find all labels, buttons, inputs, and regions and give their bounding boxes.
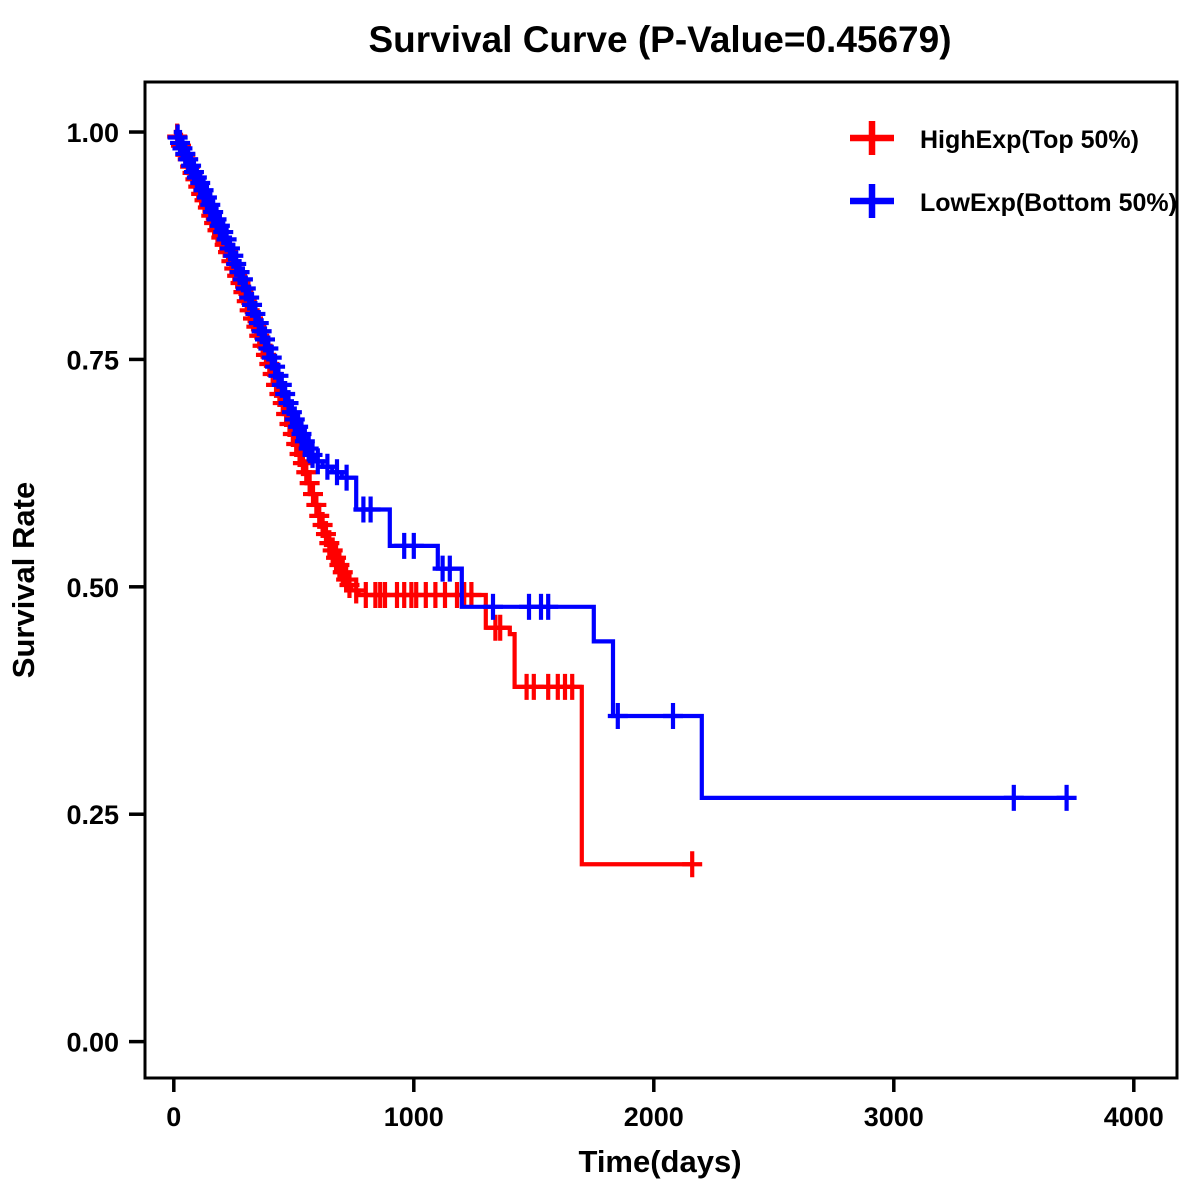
plot-frame-rect xyxy=(143,80,1179,1080)
series-container xyxy=(167,123,1077,878)
legend-entry-label: HighExp(Top 50%) xyxy=(920,126,1139,154)
x-tick-label: 1000 xyxy=(384,1102,444,1132)
y-tick-label: 0.50 xyxy=(66,573,119,603)
legend-entry-label: LowExp(Bottom 50%) xyxy=(920,189,1177,217)
plot-frame xyxy=(143,80,1179,1080)
x-tick-label: 2000 xyxy=(624,1102,684,1132)
y-axis-ticks: 0.00 0.25 0.50 0.75 1.00 xyxy=(66,118,145,1058)
legend: HighExp(Top 50%) LowExp(Bottom 50%) xyxy=(850,121,1177,218)
km-series xyxy=(167,124,1077,811)
x-axis-ticks: 0 1000 2000 3000 4000 xyxy=(166,1078,1164,1132)
legend-entry[interactable]: LowExp(Bottom 50%) xyxy=(850,184,1177,218)
x-axis-label: Time(days) xyxy=(578,1144,741,1179)
y-tick-label: 0.75 xyxy=(66,345,119,375)
legend-entry[interactable]: HighExp(Top 50%) xyxy=(850,121,1139,155)
x-tick-label: 3000 xyxy=(864,1102,924,1132)
chart-title: Survival Curve (P-Value=0.45679) xyxy=(368,19,951,60)
y-tick-label: 0.00 xyxy=(66,1028,119,1058)
x-tick-label: 4000 xyxy=(1104,1102,1164,1132)
y-axis-label: Survival Rate xyxy=(6,482,41,678)
y-tick-label: 0.25 xyxy=(66,800,119,830)
x-tick-label: 0 xyxy=(166,1102,181,1132)
censor-marks xyxy=(167,124,1077,811)
y-tick-label: 1.00 xyxy=(66,118,119,148)
